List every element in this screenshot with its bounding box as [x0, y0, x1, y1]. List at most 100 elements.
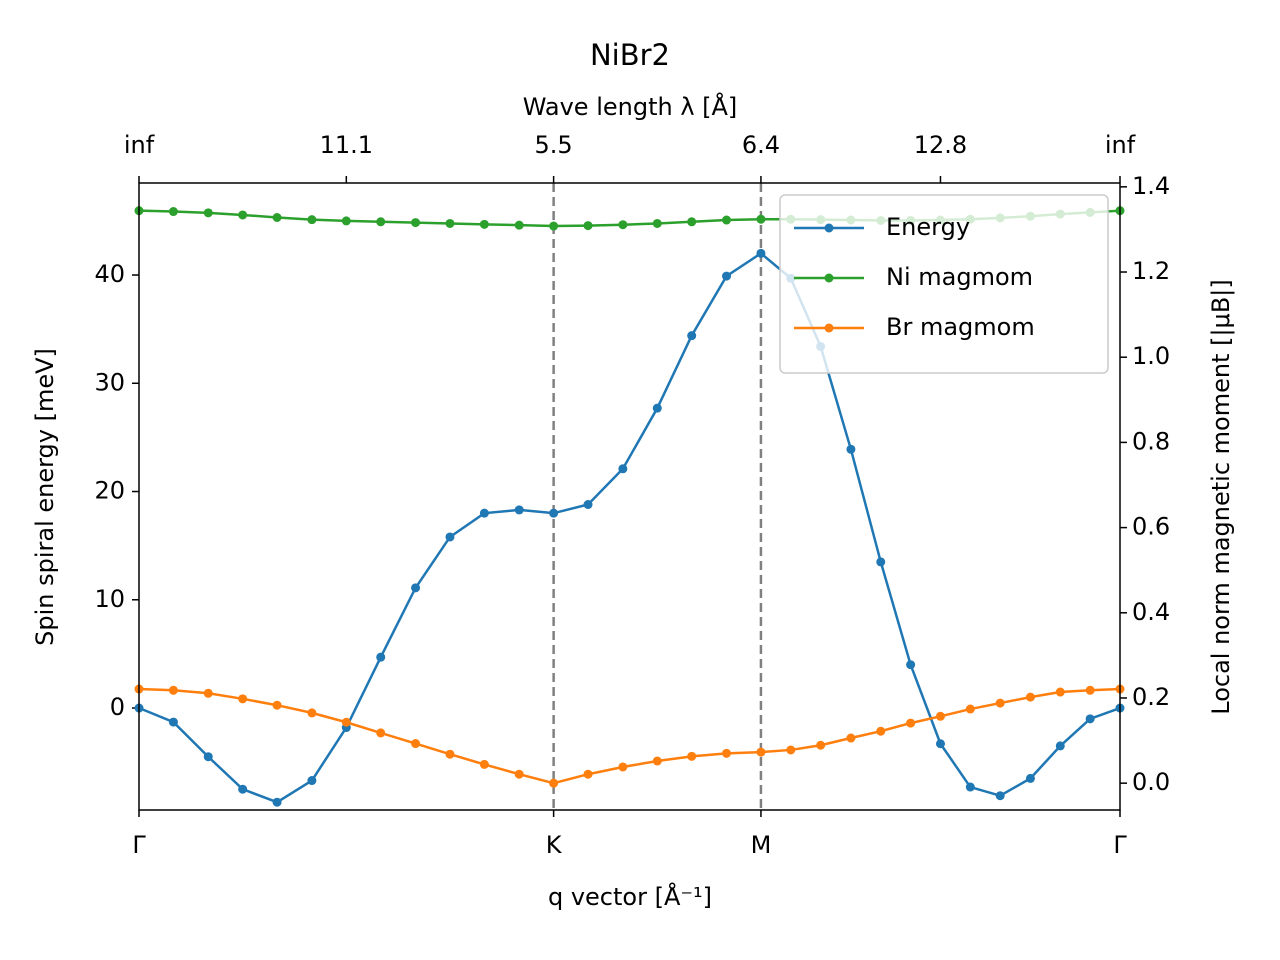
y-tick-label: 10: [94, 585, 125, 613]
data-point: [411, 583, 421, 593]
data-point: [876, 726, 886, 736]
data-point: [583, 500, 593, 510]
data-point: [272, 797, 282, 807]
data-point: [238, 694, 248, 704]
y-tick-label: 30: [94, 368, 125, 396]
data-point: [583, 769, 593, 779]
data-point: [445, 749, 455, 759]
y-tick-label: 20: [94, 477, 125, 505]
data-point: [411, 739, 421, 749]
data-point: [514, 505, 524, 515]
data-point: [549, 508, 559, 518]
data-point: [687, 751, 697, 761]
y2-tick-label: 0.0: [1132, 768, 1170, 796]
data-point: [307, 776, 317, 786]
x2-tick-label: 5.5: [535, 131, 573, 159]
data-point: [1085, 685, 1095, 695]
x-tick-label: M: [751, 831, 772, 859]
data-point: [687, 331, 697, 341]
data-point: [652, 218, 662, 228]
data-point: [341, 717, 351, 727]
data-point: [168, 207, 178, 217]
data-point: [514, 220, 524, 230]
data-point: [445, 532, 455, 542]
data-point: [995, 791, 1005, 801]
data-point: [722, 748, 732, 758]
data-point: [376, 217, 386, 227]
y-tick-label: 40: [94, 260, 125, 288]
x-axis-label: q vector [Å⁻¹]: [548, 882, 712, 911]
x2-tick-label: 12.8: [914, 131, 967, 159]
data-point: [238, 210, 248, 220]
x2-tick-label: 6.4: [742, 131, 780, 159]
data-point: [376, 652, 386, 662]
data-point: [479, 508, 489, 518]
data-point: [445, 218, 455, 228]
data-point: [1085, 714, 1095, 724]
data-point: [618, 464, 628, 474]
data-point: [341, 216, 351, 226]
x-tick-label: Γ: [1113, 831, 1127, 859]
data-point: [583, 221, 593, 231]
data-point: [203, 688, 213, 698]
data-point: [786, 745, 796, 755]
x-tick-label: K: [546, 831, 563, 859]
y2-tick-label: 1.4: [1132, 172, 1170, 200]
data-point: [514, 769, 524, 779]
data-point: [965, 782, 975, 792]
legend-label: Ni magmom: [886, 263, 1033, 291]
legend-label: Energy: [886, 213, 970, 241]
y2-tick-label: 0.8: [1132, 427, 1170, 455]
data-point: [203, 752, 213, 762]
data-point: [846, 733, 856, 743]
data-point: [687, 217, 697, 227]
data-point: [722, 215, 732, 225]
data-point: [272, 213, 282, 223]
data-point: [935, 739, 945, 749]
y2-tick-label: 0.4: [1132, 598, 1170, 626]
data-point: [479, 219, 489, 229]
data-point: [307, 708, 317, 718]
data-point: [411, 218, 421, 228]
y2-tick-label: 1.0: [1132, 342, 1170, 370]
legend-label: Br magmom: [886, 313, 1035, 341]
x2-tick-label: 11.1: [320, 131, 373, 159]
data-point: [168, 685, 178, 695]
data-point: [203, 208, 213, 218]
data-point: [376, 728, 386, 738]
y2-axis-label: Local norm magnetic moment [|μB|]: [1207, 279, 1235, 714]
data-point: [549, 778, 559, 788]
y-axis-label: Spin spiral energy [meV]: [31, 348, 59, 646]
data-point: [995, 698, 1005, 708]
data-point: [307, 215, 317, 225]
plot-frame: [138, 182, 1121, 811]
data-point: [1025, 773, 1035, 783]
y2-tick-label: 0.6: [1132, 513, 1170, 541]
data-point: [618, 220, 628, 230]
data-point: [756, 248, 766, 258]
data-point: [1055, 741, 1065, 751]
data-point: [652, 756, 662, 766]
data-point: [272, 700, 282, 710]
data-point: [756, 214, 766, 224]
data-point: [652, 403, 662, 413]
data-point: [935, 711, 945, 721]
data-point: [906, 718, 916, 728]
data-point: [816, 740, 826, 750]
x-tick-label: Γ: [132, 831, 146, 859]
data-point: [846, 444, 856, 454]
legend-marker: [824, 223, 834, 233]
x2-tick-label: inf: [1105, 131, 1136, 159]
data-point: [1055, 687, 1065, 697]
y2-tick-label: 0.2: [1132, 683, 1170, 711]
x2-axis-label: Wave length λ [Å]: [523, 92, 738, 121]
data-point: [876, 557, 886, 567]
legend-marker: [824, 273, 834, 283]
data-point: [906, 660, 916, 670]
data-point: [168, 717, 178, 727]
legend-marker: [824, 323, 834, 333]
data-point: [756, 747, 766, 757]
data-point: [479, 759, 489, 769]
series-line: [138, 687, 1121, 785]
